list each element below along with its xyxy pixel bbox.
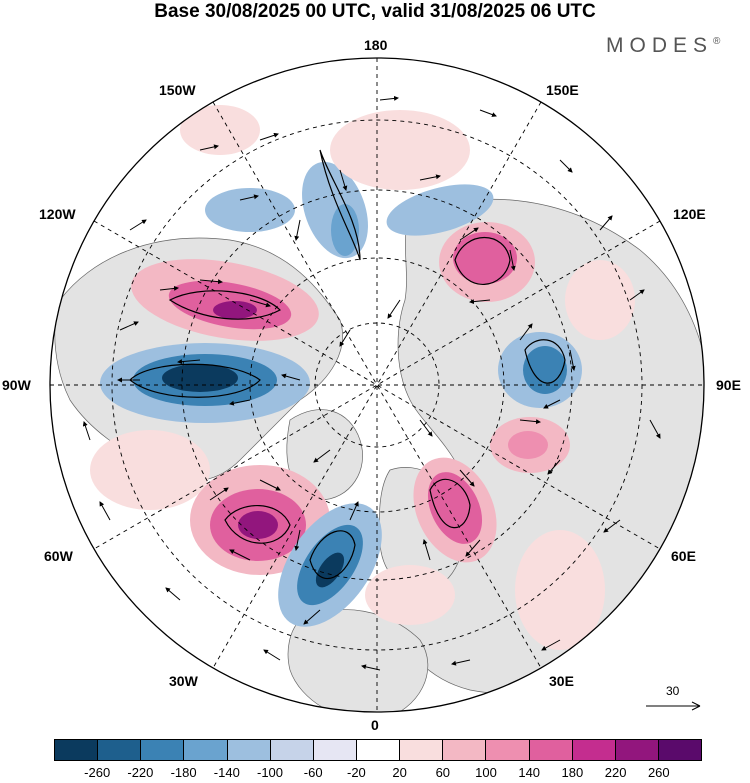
colorbar-label: -140 (213, 765, 240, 780)
colorbar-label: 180 (561, 765, 584, 780)
colorbar-segment (400, 740, 444, 760)
colorbar-segment (55, 740, 99, 760)
wind-vectors (82, 95, 661, 671)
colorbar-segment (486, 740, 530, 760)
colorbar-label: -260 (84, 765, 111, 780)
anomaly-pos-30e (365, 565, 455, 625)
colorbar-label: 20 (392, 765, 407, 780)
lon-label-90w: 90W (2, 377, 31, 393)
lon-label-30w: 30W (169, 673, 198, 689)
colorbar-label: -220 (127, 765, 154, 780)
colorbar-segment (615, 740, 659, 760)
reference-vector-arrow (646, 701, 701, 711)
colorbar-label: 260 (647, 765, 670, 780)
anomaly-pos-150w (180, 105, 260, 155)
colorbar-label: 140 (518, 765, 541, 780)
colorbar-segment (184, 740, 228, 760)
colorbar-segment (270, 740, 314, 760)
anomaly-shading (90, 105, 635, 650)
colorbar-label: -20 (346, 765, 366, 780)
colorbar-label: 60 (435, 765, 451, 780)
lon-label-180: 180 (364, 37, 388, 53)
lon-label-120e: 120E (673, 206, 706, 222)
colorbar-label: -100 (256, 765, 284, 780)
colorbar-labels: -260 -220 -180 -140 -100 -60 -20 20 60 100 140 180 2… (54, 765, 702, 783)
colorbar-segment (227, 740, 271, 760)
colorbar-label: -180 (170, 765, 197, 780)
colorbar-segment (529, 740, 573, 760)
anomaly-pos-110w (90, 430, 210, 510)
lon-label-60e: 60E (671, 548, 696, 564)
lon-label-150w: 150W (159, 82, 196, 98)
anomaly-pos-100e (565, 260, 635, 340)
lon-label-30e: 30E (549, 673, 574, 689)
colorbar-segment (572, 740, 616, 760)
registered-mark: ® (713, 36, 721, 47)
colorbar-segment (141, 740, 185, 760)
colorbar-segment (313, 740, 357, 760)
colorbar-segment (356, 740, 401, 760)
anomaly-pos-170e (330, 110, 470, 190)
lon-label-0: 0 (371, 717, 379, 733)
map-title: Base 30/08/2025 00 UTC, valid 31/08/2025… (154, 1, 596, 22)
contours (129, 149, 566, 580)
anomaly-neg-150w (205, 188, 295, 232)
reference-vector-label: 30 (666, 684, 680, 698)
map-boundary (49, 57, 705, 713)
graticule (50, 58, 704, 712)
colorbar-segment (658, 740, 702, 760)
colorbar-label: 100 (475, 765, 497, 780)
colorbar-label: 220 (604, 765, 627, 780)
colorbar-segment (98, 740, 142, 760)
lon-label-60w: 60W (44, 548, 73, 564)
brand-logo: MODES® (606, 34, 720, 58)
anomaly-neg-160e (386, 184, 494, 236)
lon-label-120w: 120W (39, 206, 76, 222)
colorbar-label: -60 (303, 765, 323, 780)
colorbar-segment (443, 740, 487, 760)
lon-label-90e: 90E (716, 377, 741, 393)
brand-name: MODES (606, 34, 714, 57)
lon-label-150e: 150E (546, 82, 579, 98)
anomaly-pos-60e-outer (515, 530, 605, 650)
colorbar (54, 739, 702, 761)
